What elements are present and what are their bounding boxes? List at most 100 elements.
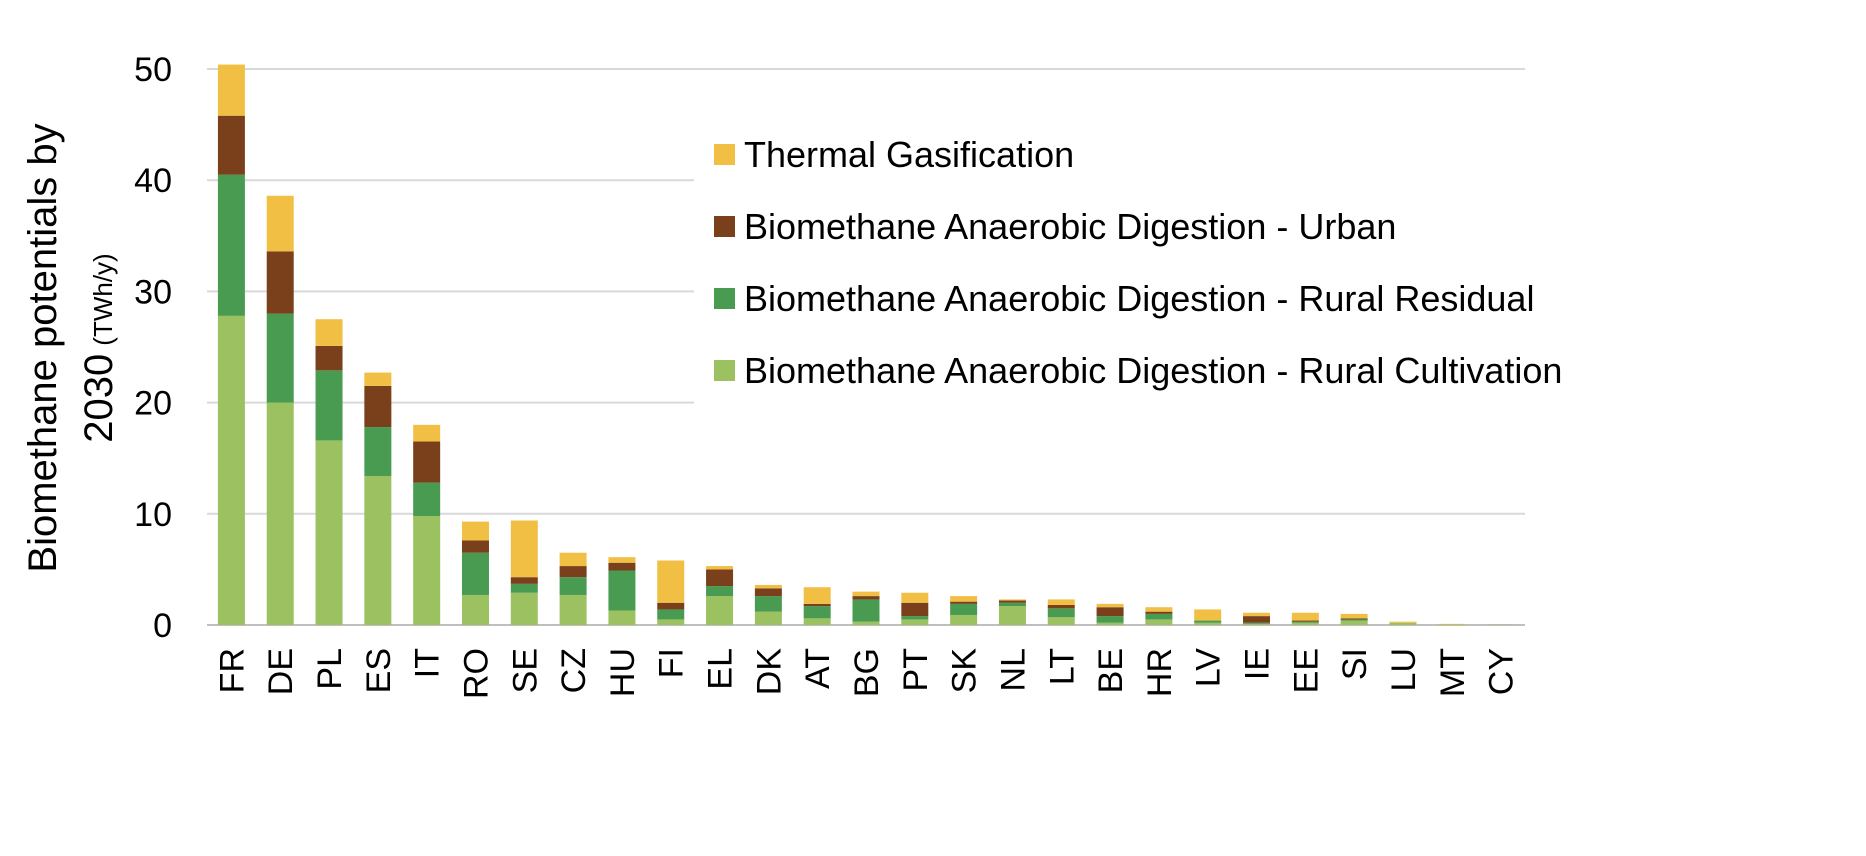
bar-DK-series-2 [754, 588, 782, 597]
bar-HU-series-0 [608, 610, 636, 625]
y-tick-label-0: 0 [153, 607, 172, 645]
x-tick-label-IT: IT [409, 648, 447, 678]
y-tick-label-10: 10 [134, 496, 172, 534]
bar-IT-series-3 [413, 424, 441, 442]
y-axis-title-line1: Biomethane potentials by [21, 123, 65, 572]
bar-EL-series-3 [706, 566, 734, 570]
bar-ES-series-2 [364, 385, 392, 428]
bar-EL-series-1 [706, 586, 734, 597]
bar-BG-series-3 [852, 591, 880, 597]
legend-swatch-1 [714, 216, 735, 237]
y-axis-ticks: 0 10 20 30 40 50 [134, 51, 172, 645]
y-axis-label: Biomethane potentials by 2030 (TWh/y) [21, 123, 121, 572]
bar-IT-series-1 [413, 482, 441, 517]
bar-HR-series-2 [1145, 611, 1173, 614]
bar-LT-series-0 [1047, 617, 1075, 625]
bar-CZ-series-1 [559, 577, 587, 595]
bar-DE-series-0 [266, 402, 294, 625]
bar-FI-series-1 [657, 609, 685, 620]
bar-AT-series-2 [803, 603, 831, 607]
x-axis-ticks: FR DE PL ES IT RO SE CZ HU FI EL DK AT BG PT SK NL LT BE HR… [213, 648, 1520, 699]
x-tick-label-MT: MT [1434, 648, 1472, 697]
bar-DE-series-3 [266, 195, 294, 252]
bar-IE-series-2 [1243, 616, 1271, 623]
bar-HU-series-3 [608, 557, 636, 563]
bar-FR-series-1 [217, 174, 245, 316]
x-tick-label-SE: SE [506, 648, 544, 693]
bar-LV-series-1 [1194, 620, 1222, 623]
bar-HR-series-3 [1145, 607, 1173, 612]
bar-ES-series-3 [364, 372, 392, 386]
legend-label-1: Biomethane Anaerobic Digestion - Urban [744, 206, 1396, 247]
bar-PL-series-1 [315, 370, 343, 441]
legend-swatch-3 [714, 360, 735, 381]
bar-CZ-series-0 [559, 594, 587, 625]
x-tick-label-SK: SK [946, 648, 984, 694]
bar-IE-series-1 [1243, 622, 1271, 624]
bar-LT-series-1 [1047, 608, 1075, 618]
x-tick-label-DK: DK [750, 648, 788, 696]
bar-SE-series-3 [510, 520, 538, 578]
bar-LV-series-3 [1194, 609, 1222, 621]
bar-EE-series-1 [1291, 621, 1319, 623]
bar-HR-series-1 [1145, 613, 1173, 620]
x-tick-label-DE: DE [262, 648, 300, 695]
x-tick-label-BG: BG [848, 648, 886, 697]
bar-MT-series-3 [1438, 623, 1466, 625]
bar-RO-series-0 [461, 594, 489, 625]
x-tick-label-BE: BE [1092, 648, 1130, 693]
legend-label-3: Biomethane Anaerobic Digestion - Rural C… [744, 350, 1562, 391]
bars [217, 64, 1515, 625]
bar-EE-series-2 [1291, 620, 1319, 622]
x-tick-label-LU: LU [1385, 648, 1423, 691]
bar-HU-series-1 [608, 570, 636, 611]
bar-PT-series-0 [901, 619, 929, 625]
legend-label-2: Biomethane Anaerobic Digestion - Rural R… [744, 278, 1534, 319]
bar-AT-series-3 [803, 587, 831, 604]
x-tick-label-FI: FI [653, 648, 691, 678]
bar-PT-series-3 [901, 592, 929, 603]
bar-CZ-series-3 [559, 552, 587, 567]
x-tick-label-SI: SI [1336, 648, 1374, 680]
bar-ES-series-1 [364, 427, 392, 476]
bar-BE-series-3 [1096, 603, 1124, 608]
bar-PL-series-2 [315, 345, 343, 371]
bar-RO-series-1 [461, 552, 489, 595]
bar-IT-series-2 [413, 441, 441, 483]
x-tick-label-EL: EL [702, 648, 740, 690]
bar-EE-series-3 [1291, 612, 1319, 621]
x-tick-label-AT: AT [799, 648, 837, 689]
bar-AT-series-1 [803, 606, 831, 619]
bar-EE-series-0 [1291, 622, 1319, 625]
bar-SK-series-0 [950, 614, 978, 625]
x-tick-label-PT: PT [897, 648, 935, 691]
x-tick-label-RO: RO [457, 648, 495, 699]
bar-LU-series-0 [1389, 622, 1417, 625]
bar-IE-series-3 [1243, 612, 1271, 617]
bar-DE-series-1 [266, 313, 294, 403]
bar-FR-series-2 [217, 115, 245, 175]
bar-HU-series-2 [608, 562, 636, 571]
x-tick-label-IE: IE [1239, 648, 1277, 680]
y-axis-title-line2: 2030 (TWh/y) [77, 253, 121, 442]
legend: Thermal Gasification Biomethane Anaerobic… [694, 118, 1562, 408]
y-tick-label-30: 30 [134, 273, 172, 311]
bar-NL-series-0 [998, 606, 1026, 625]
bar-MT-series-0 [1438, 624, 1466, 625]
bar-PT-series-2 [901, 602, 929, 617]
bar-LV-series-0 [1194, 622, 1222, 625]
bar-FI-series-0 [657, 619, 685, 625]
bar-HR-series-0 [1145, 619, 1173, 625]
bar-FR-series-3 [217, 64, 245, 116]
bar-SE-series-2 [510, 577, 538, 584]
bar-NL-series-2 [998, 600, 1026, 603]
y-tick-label-40: 40 [134, 162, 172, 200]
x-tick-label-LV: LV [1190, 648, 1228, 687]
bar-PL-series-3 [315, 319, 343, 346]
bar-NL-series-3 [998, 599, 1026, 601]
bar-LT-series-2 [1047, 604, 1075, 609]
legend-label-0: Thermal Gasification [744, 134, 1074, 175]
bar-BE-series-2 [1096, 607, 1124, 617]
bar-CZ-series-2 [559, 566, 587, 578]
bar-SK-series-2 [950, 601, 978, 604]
